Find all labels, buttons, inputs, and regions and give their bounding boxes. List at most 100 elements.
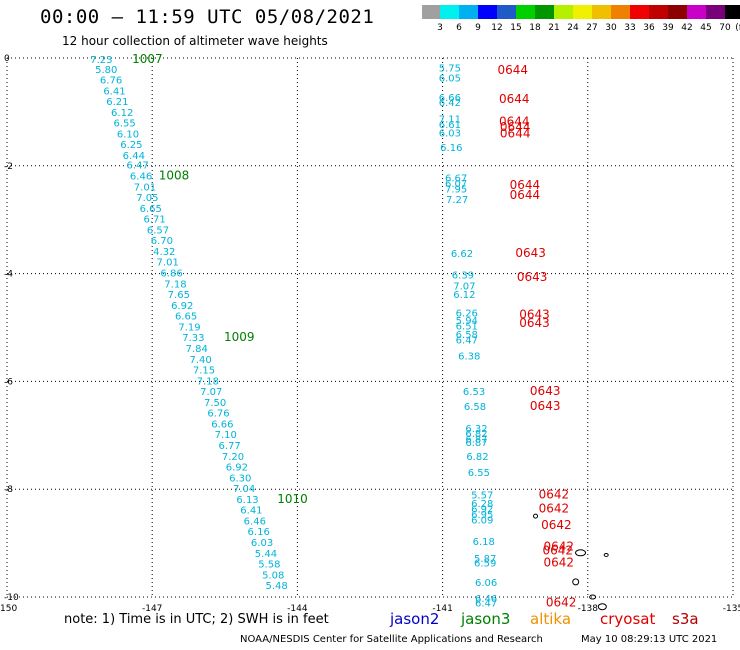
x-tick-label: -135	[723, 604, 740, 614]
island-outline	[533, 513, 539, 519]
wave-height-value: 6.55	[113, 119, 135, 130]
wave-height-value: 6.39	[452, 271, 474, 282]
wave-height-value: 6.09	[471, 515, 493, 526]
legend-label: 70	[719, 23, 731, 33]
wave-height-value: 6.51	[456, 321, 478, 332]
wave-height-value: 6.95	[471, 510, 493, 521]
legend-swatch	[497, 5, 516, 19]
pass-time-label: 0644	[499, 115, 530, 129]
wave-height-value: 7.50	[204, 398, 226, 409]
wave-height-value: 6.41	[103, 86, 125, 97]
wave-height-value: 7.15	[193, 366, 215, 377]
wave-height-value: 5.80	[95, 65, 117, 76]
wave-height-value: 7.23	[90, 55, 112, 66]
wave-height-value: 6.76	[207, 409, 229, 420]
pass-time-label: 0642	[541, 518, 572, 532]
wave-height-value: 6.65	[175, 312, 197, 323]
wave-height-value: 7.01	[134, 182, 156, 193]
wave-height-value: 6.47	[456, 335, 478, 346]
wave-height-value: 7.27	[446, 195, 468, 206]
x-tick-label: -150	[0, 604, 17, 614]
wave-height-value: 6.61	[439, 120, 461, 131]
legend-label: 39	[662, 23, 674, 33]
pass-time-label: 0644	[510, 178, 541, 192]
pass-time-label: 0642	[539, 502, 570, 516]
legend-swatch	[573, 5, 592, 19]
wave-height-value: 7.05	[136, 193, 158, 204]
wave-height-value: 6.53	[463, 387, 485, 398]
wave-height-value: 6.55	[468, 468, 490, 479]
wave-height-value: 6.25	[120, 140, 142, 151]
legend-label: 42	[681, 23, 693, 33]
wave-height-value: 6.47	[127, 161, 149, 172]
wave-height-value: 6.32	[465, 424, 487, 435]
wave-height-value: 7.11	[439, 114, 461, 125]
wave-height-value: 7.10	[215, 430, 237, 441]
legend-label: 36	[643, 23, 655, 33]
satellite-altika: altika	[530, 610, 572, 628]
pass-time-label: 0643	[519, 316, 550, 330]
footer-note: note: 1) Time is in UTC; 2) SWH is in fe…	[64, 612, 329, 627]
wave-height-value: 6.42	[439, 98, 461, 109]
wave-height-value: 7.07	[200, 387, 222, 398]
wave-height-value: 5.58	[258, 560, 280, 571]
y-tick-label: -10	[4, 593, 19, 603]
legend-swatch	[725, 5, 740, 19]
wave-height-value: 6.57	[147, 225, 169, 236]
pass-time-label: 0644	[500, 120, 531, 134]
wave-height-value: 7.20	[222, 452, 244, 463]
wave-height-value: 6.16	[248, 527, 270, 538]
legend-label: 45	[700, 23, 712, 33]
wave-height-value: 6.67	[445, 174, 467, 185]
island-outline	[589, 594, 597, 600]
y-tick-label: -6	[4, 377, 13, 387]
wave-height-value: 6.87	[465, 435, 487, 446]
chart-subtitle: 12 hour collection of altimeter wave hei…	[62, 34, 328, 48]
wave-height-value: 6.41	[240, 506, 262, 517]
wave-height-value: 6.03	[439, 128, 461, 139]
wave-height-value: 6.71	[143, 215, 165, 226]
wave-height-value: 6.92	[471, 505, 493, 516]
wave-height-value: 6.66	[439, 93, 461, 104]
legend-swatch	[422, 5, 440, 19]
wave-height-value: 6.38	[458, 352, 480, 363]
pass-time-label: 0643	[530, 384, 561, 398]
wave-height-value: 6.12	[453, 290, 475, 301]
legend-label: 15	[510, 23, 522, 33]
wave-height-value: 7.95	[445, 184, 467, 195]
legend-label: 12	[491, 23, 503, 33]
wave-height-value: 5.75	[439, 64, 461, 75]
legend-swatch	[516, 5, 535, 19]
wave-height-value: 6.92	[226, 463, 248, 474]
wave-height-value: 7.18	[197, 376, 219, 387]
y-tick-label: -2	[4, 162, 13, 172]
wave-height-value: 5.57	[471, 491, 493, 502]
generation-timestamp: May 10 08:29:13 UTC 2021	[581, 634, 718, 645]
island-outline	[575, 549, 587, 557]
legend-label: 3	[437, 23, 443, 33]
legend-label: 30	[605, 23, 617, 33]
wave-height-value: 6.46	[244, 516, 266, 527]
pass-time-label: 0643	[530, 399, 561, 413]
wave-height-value: 7.07	[453, 281, 475, 292]
legend-label: 33	[624, 23, 636, 33]
wave-height-value: 7.18	[164, 279, 186, 290]
satellite-jason3: jason3	[461, 610, 511, 628]
legend-label: 9	[475, 23, 481, 33]
x-tick-label: -147	[142, 604, 162, 614]
pass-time-label: 0644	[500, 126, 531, 140]
pass-time-label: 0644	[499, 92, 530, 106]
x-tick-label: -138	[578, 604, 599, 614]
wave-height-value: 6.10	[117, 129, 139, 140]
island-outline	[572, 578, 580, 586]
island-outline	[603, 552, 609, 557]
legend-label: 21	[548, 23, 560, 33]
wave-height-value: 6.82	[466, 452, 488, 463]
wave-height-value: 5.87	[474, 554, 496, 565]
legend-swatch	[535, 5, 554, 19]
y-tick-label: -4	[4, 270, 13, 280]
satellite-jason2: jason2	[390, 610, 440, 628]
credit-line: NOAA/NESDIS Center for Satellite Applica…	[240, 634, 543, 645]
wave-height-value: 6.58	[464, 402, 486, 413]
